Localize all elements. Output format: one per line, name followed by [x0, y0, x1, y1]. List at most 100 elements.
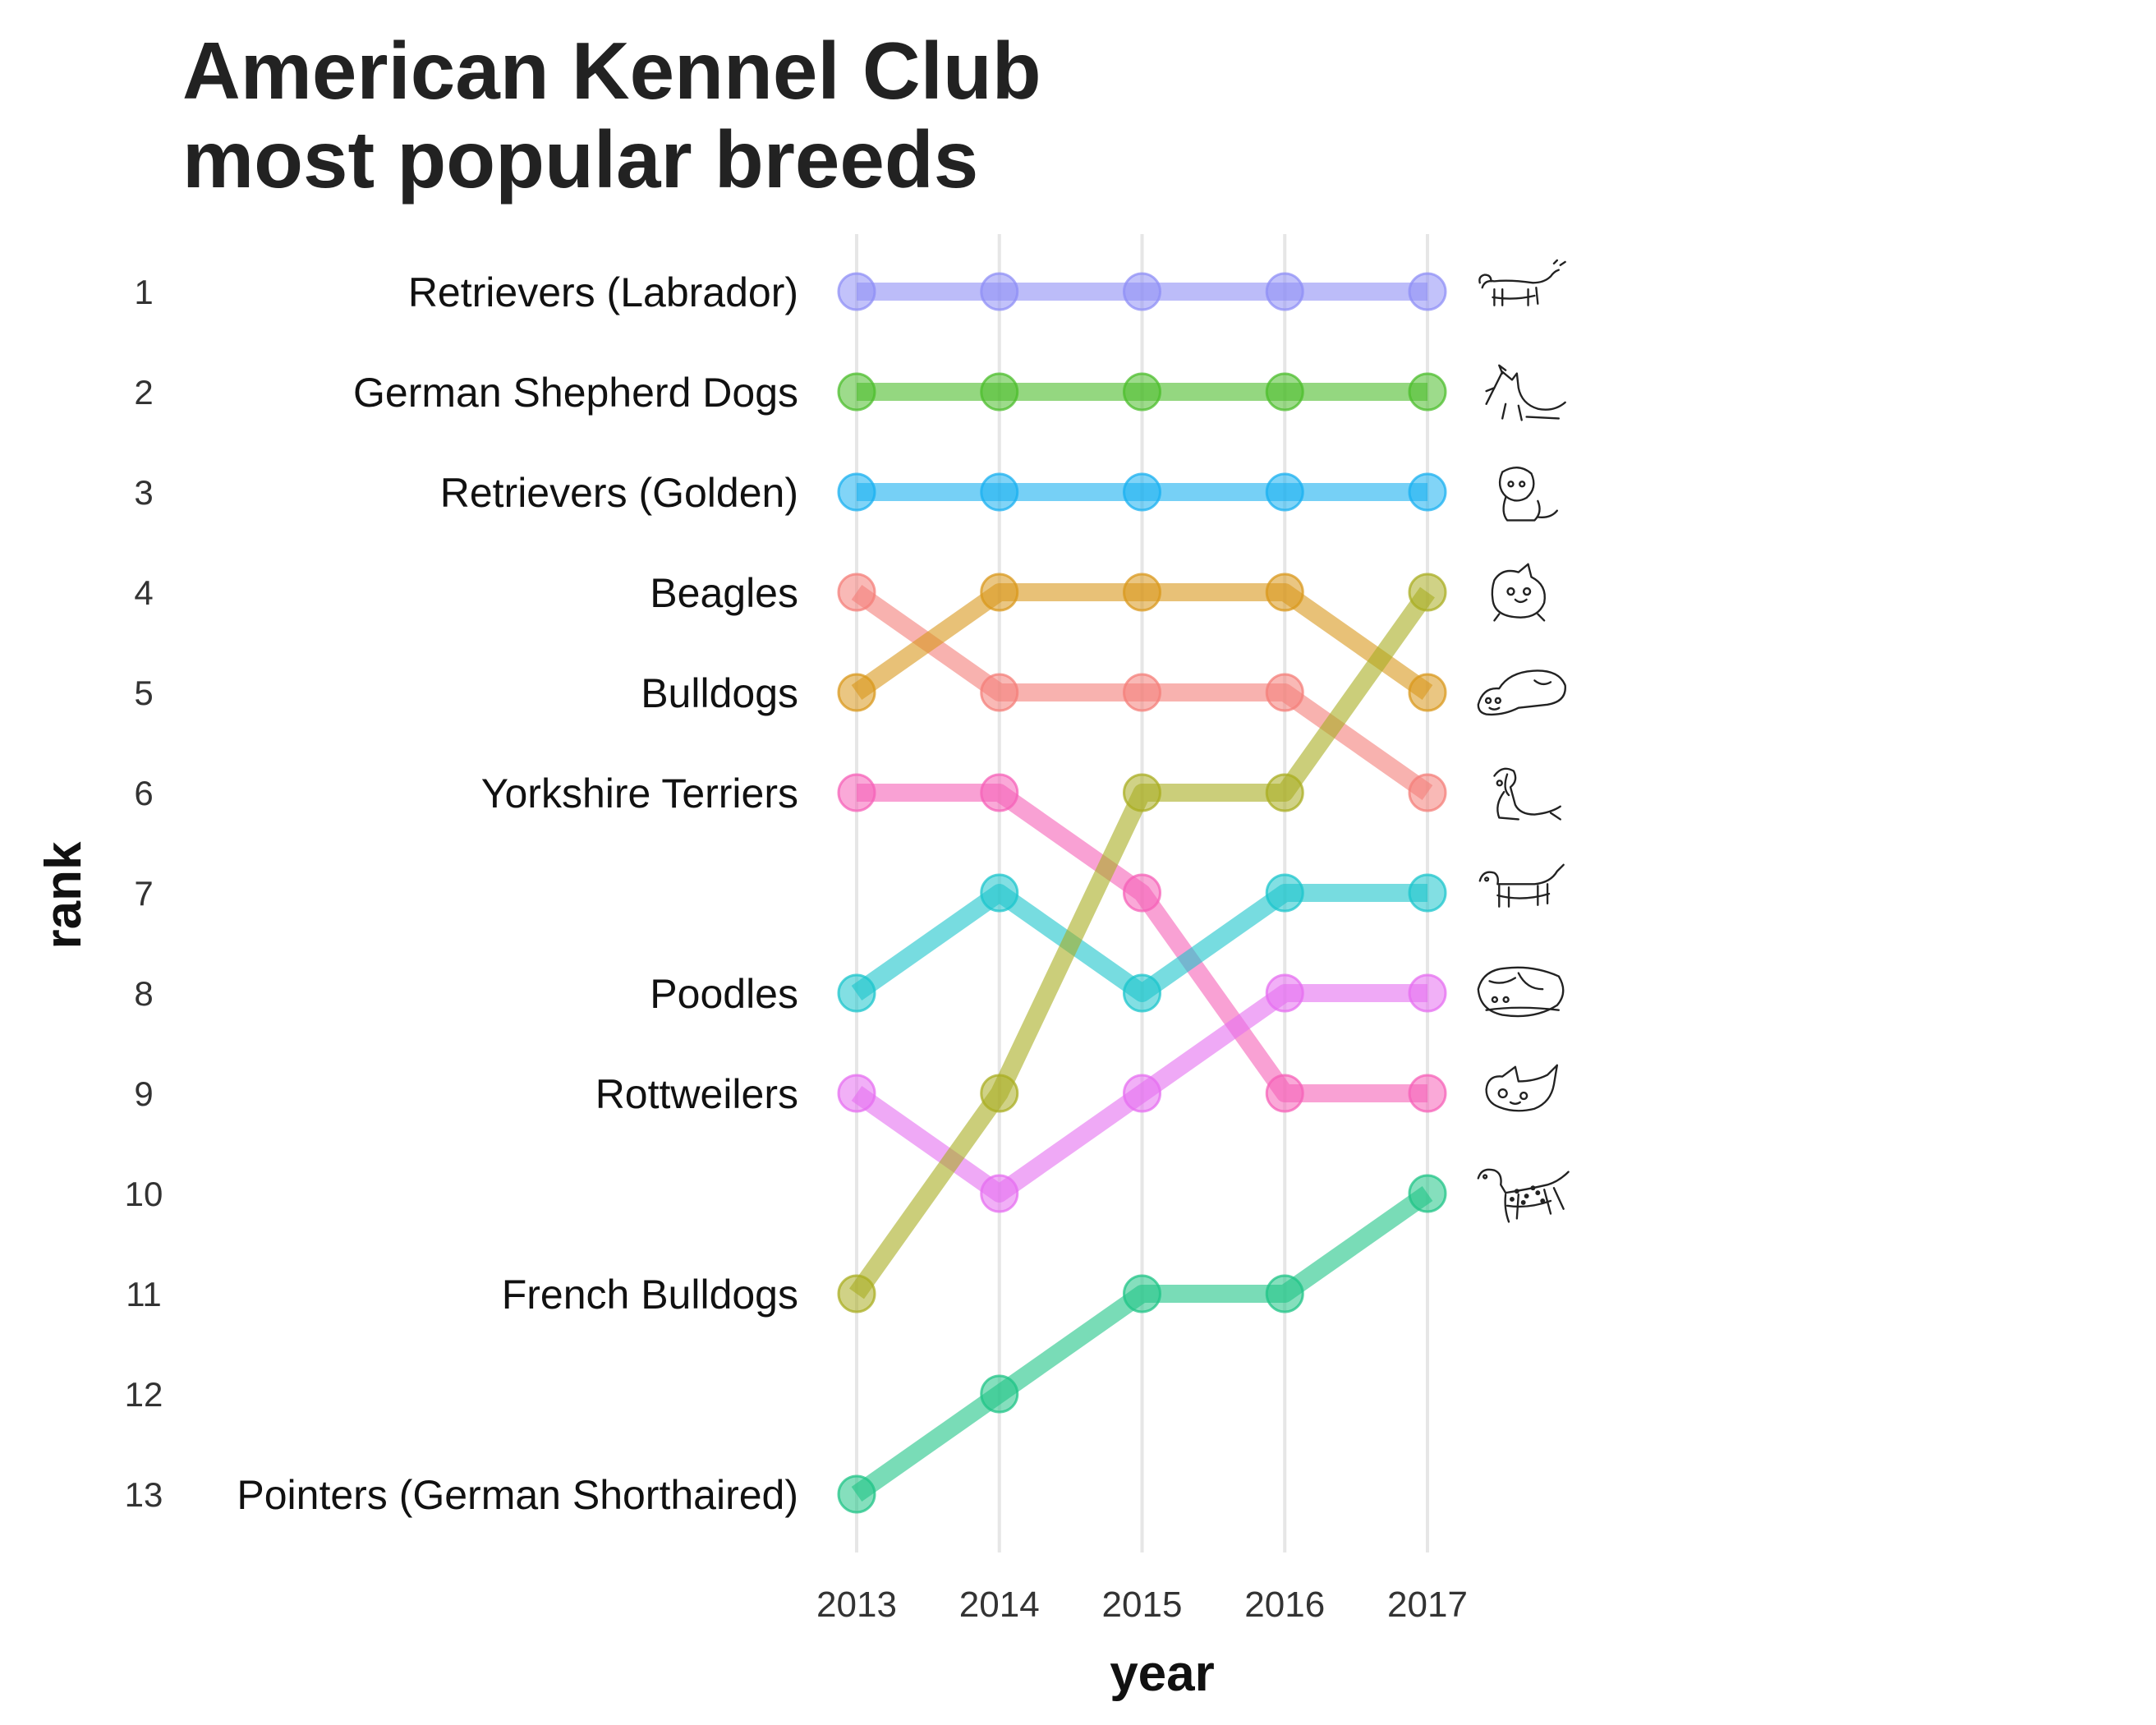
- data-point-poodles-2013: [837, 973, 876, 1013]
- breed-labels: Retrievers (Labrador) German Shepherd Dog…: [237, 269, 798, 1518]
- data-point-retrievers-golden-2015: [1123, 472, 1161, 512]
- data-point-beagles-2015: [1123, 673, 1161, 712]
- chart-title-line-2: most popular breeds: [182, 114, 978, 205]
- lab-dog-icon: [1478, 259, 1566, 306]
- rank-tick-8: 8: [134, 974, 153, 1013]
- data-point-french-bulldogs-2015: [1123, 773, 1161, 812]
- rank-tick-6: 6: [134, 774, 153, 812]
- rank-tick-3: 3: [134, 473, 153, 512]
- data-point-rottweilers-2013: [837, 1074, 876, 1113]
- data-point-german-shepherd-dogs-2017: [1408, 372, 1447, 412]
- data-point-beagles-2016: [1265, 673, 1304, 712]
- data-point-yorkshire-terriers-2014: [980, 773, 1019, 812]
- year-tick-2017: 2017: [1387, 1585, 1468, 1625]
- golden-dog-icon: [1498, 467, 1559, 522]
- data-point-poodles-2016: [1265, 873, 1304, 913]
- data-point-beagles-2013: [837, 573, 876, 612]
- data-point-poodles-2015: [1123, 973, 1161, 1013]
- rank-tick-5: 5: [134, 674, 153, 712]
- data-point-german-shepherd-dogs-2015: [1123, 372, 1161, 412]
- year-tick-2013: 2013: [816, 1585, 897, 1625]
- rank-tick-13: 13: [125, 1475, 163, 1514]
- data-point-rottweilers-2014: [980, 1174, 1019, 1213]
- chart-title-line-1: American Kennel Club: [182, 25, 1041, 116]
- data-point-retrievers-labrador-2016: [1265, 272, 1304, 311]
- data-point-beagles-2017: [1408, 773, 1447, 812]
- data-point-retrievers-labrador-2013: [837, 272, 876, 311]
- data-point-retrievers-labrador-2014: [980, 272, 1019, 311]
- breed-label-bulldogs: Bulldogs: [641, 670, 798, 716]
- rank-tick-4: 4: [134, 573, 153, 612]
- data-point-beagles-2014: [980, 673, 1019, 712]
- rank-tick-9: 9: [134, 1074, 153, 1113]
- data-point-french-bulldogs-2017: [1408, 573, 1447, 612]
- breed-label-retrievers-golden: Retrievers (Golden): [440, 470, 798, 516]
- data-point-bulldogs-2015: [1123, 573, 1161, 612]
- year-tick-2016: 2016: [1244, 1585, 1325, 1625]
- standing-dog-icon: [1478, 863, 1565, 908]
- data-point-rottweilers-2017: [1408, 973, 1447, 1013]
- x-axis-year-ticks: 2013 2014 2015 2016 2017: [816, 1585, 1468, 1625]
- data-point-pointers-german-shorthaired-2016: [1265, 1274, 1304, 1313]
- data-point-retrievers-labrador-2015: [1123, 272, 1161, 311]
- data-point-retrievers-labrador-2017: [1408, 272, 1447, 311]
- breed-label-pointers-german-shorthaired: Pointers (German Shorthaired): [237, 1472, 798, 1518]
- year-tick-2014: 2014: [959, 1585, 1040, 1625]
- rank-tick-10: 10: [125, 1175, 163, 1213]
- sleeping-dog-icon: [1477, 966, 1565, 1018]
- breed-label-german-shepherd-dogs: German Shepherd Dogs: [353, 370, 798, 416]
- data-point-retrievers-golden-2013: [837, 472, 876, 512]
- rank-tick-2: 2: [134, 373, 153, 412]
- data-point-french-bulldogs-2016: [1265, 773, 1304, 812]
- data-point-french-bulldogs-2013: [837, 1274, 876, 1313]
- year-tick-2015: 2015: [1102, 1585, 1183, 1625]
- data-point-yorkshire-terriers-2015: [1123, 873, 1161, 913]
- data-point-poodles-2014: [980, 873, 1019, 913]
- data-point-pointers-german-shorthaired-2014: [980, 1374, 1019, 1414]
- data-point-yorkshire-terriers-2017: [1408, 1074, 1447, 1113]
- data-point-pointers-german-shorthaired-2017: [1408, 1174, 1447, 1213]
- data-point-retrievers-golden-2016: [1265, 472, 1304, 512]
- data-point-german-shepherd-dogs-2014: [980, 372, 1019, 412]
- data-point-bulldogs-2014: [980, 573, 1019, 612]
- breed-label-retrievers-labrador: Retrievers (Labrador): [408, 269, 798, 315]
- series-points: [837, 272, 1447, 1514]
- dog-icons: [1477, 259, 1570, 1223]
- rank-tick-7: 7: [134, 874, 153, 913]
- data-point-rottweilers-2015: [1123, 1074, 1161, 1113]
- breed-label-rottweilers: Rottweilers: [595, 1071, 798, 1117]
- data-point-bulldogs-2016: [1265, 573, 1304, 612]
- breed-label-french-bulldogs: French Bulldogs: [502, 1272, 798, 1318]
- rank-tick-12: 12: [125, 1375, 163, 1414]
- sitting-dog-icon: [1493, 767, 1561, 821]
- y-axis-title: rank: [35, 841, 92, 949]
- data-point-french-bulldogs-2014: [980, 1074, 1019, 1113]
- data-point-yorkshire-terriers-2013: [837, 773, 876, 812]
- chart-title: American Kennel Club most popular breeds: [182, 25, 1041, 205]
- data-point-bulldogs-2013: [837, 673, 876, 712]
- spotted-dog-icon: [1477, 1168, 1570, 1223]
- data-point-yorkshire-terriers-2016: [1265, 1074, 1304, 1113]
- rank-tick-11: 11: [126, 1275, 162, 1313]
- data-point-bulldogs-2017: [1408, 673, 1447, 712]
- shepherd-dog-icon: [1485, 364, 1566, 421]
- data-point-german-shepherd-dogs-2013: [837, 372, 876, 412]
- x-axis-title: year: [1110, 1645, 1215, 1702]
- breed-label-poodles: Poodles: [650, 971, 798, 1017]
- small-dog-icon: [1485, 1064, 1559, 1112]
- breed-label-yorkshire-terriers: Yorkshire Terriers: [481, 770, 798, 816]
- data-point-german-shepherd-dogs-2016: [1265, 372, 1304, 412]
- breed-label-beagles: Beagles: [650, 570, 798, 616]
- data-point-poodles-2017: [1408, 873, 1447, 913]
- data-point-pointers-german-shorthaired-2015: [1123, 1274, 1161, 1313]
- data-point-retrievers-golden-2017: [1408, 472, 1447, 512]
- data-point-pointers-german-shorthaired-2013: [837, 1474, 876, 1514]
- data-point-rottweilers-2016: [1265, 973, 1304, 1013]
- rank-tick-1: 1: [134, 273, 153, 311]
- lying-bulldog-icon: [1477, 669, 1566, 716]
- data-point-retrievers-golden-2014: [980, 472, 1019, 512]
- bulldog-icon: [1491, 563, 1546, 622]
